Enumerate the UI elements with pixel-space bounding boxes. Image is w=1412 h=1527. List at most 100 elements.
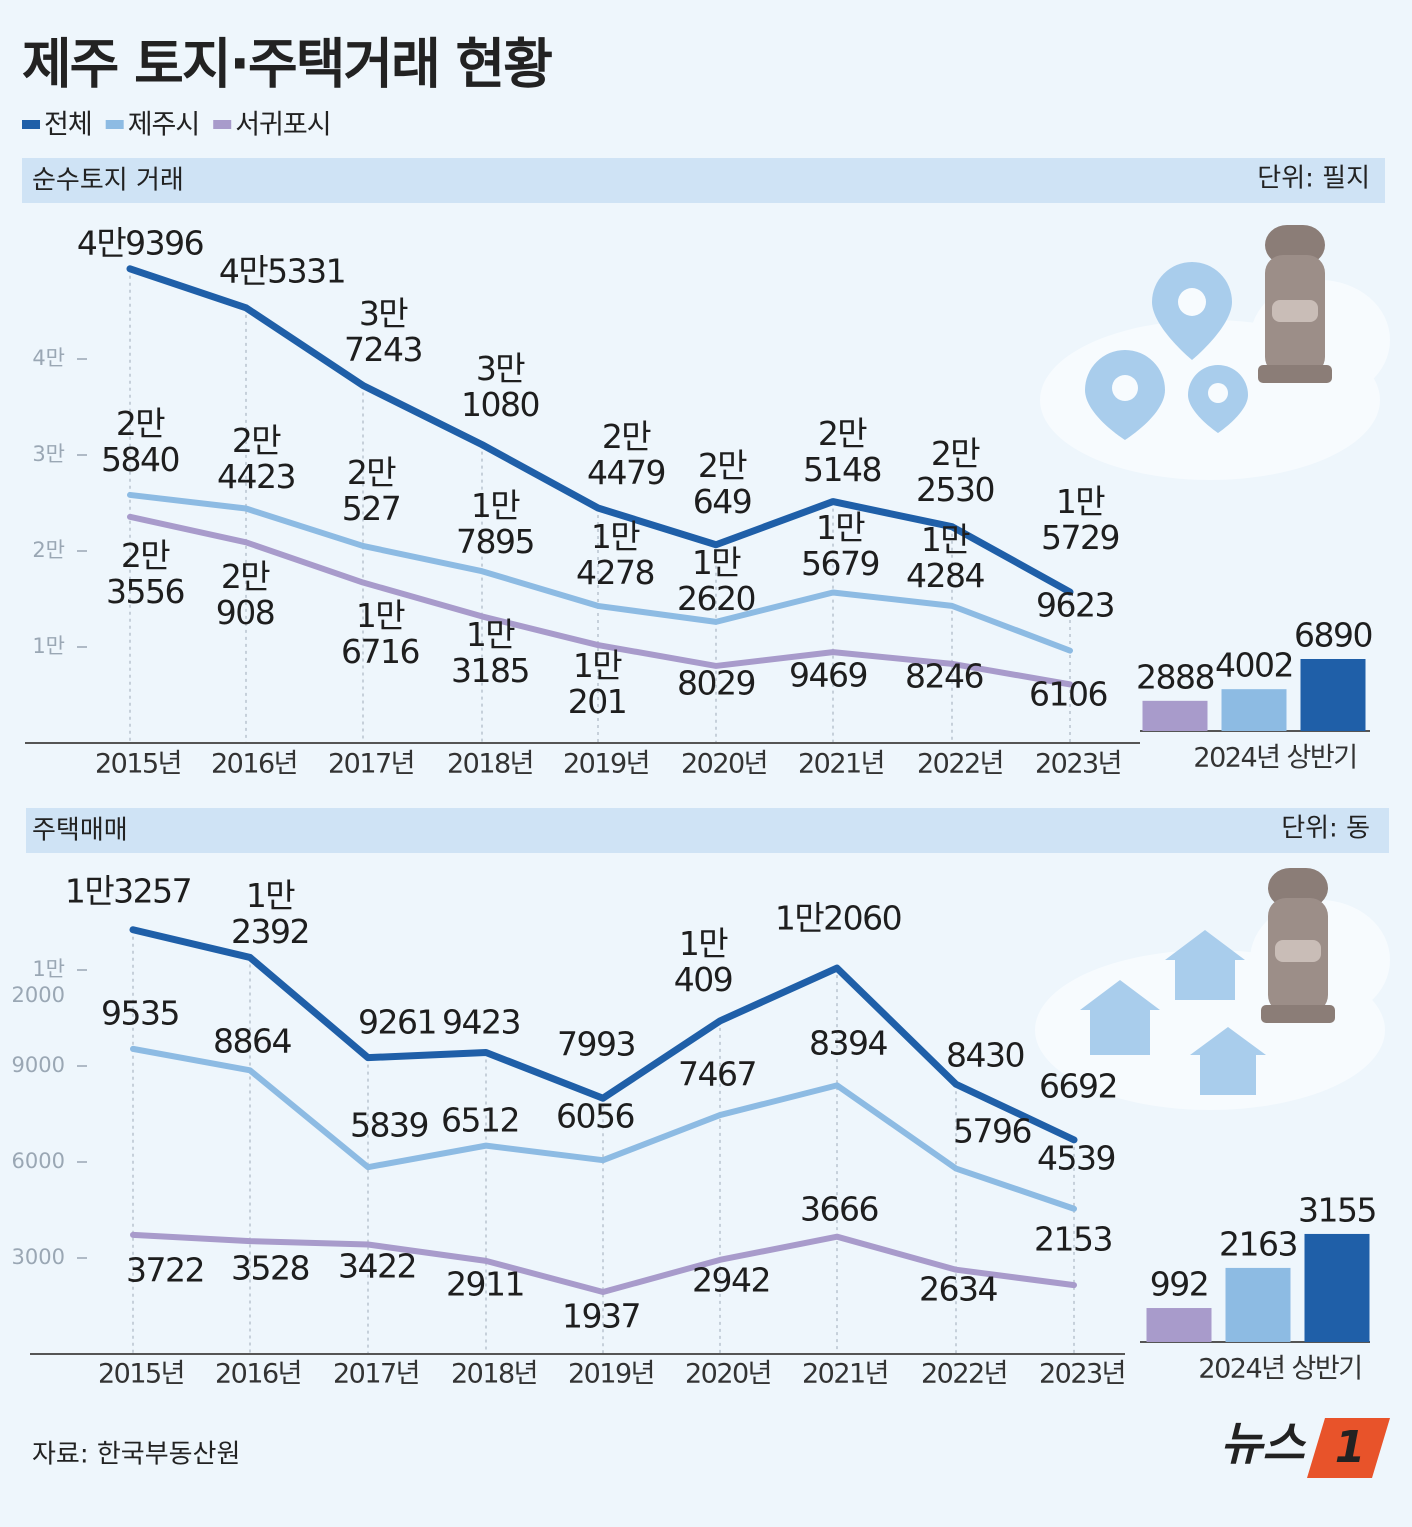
- value-label: 1만 5729: [1041, 482, 1119, 557]
- x-tick-label: 2018년: [447, 749, 533, 780]
- value-label: 7993: [557, 1025, 635, 1064]
- value-label: 2만 527: [342, 453, 401, 528]
- x-tick-label: 2024년 상반기: [1198, 1354, 1361, 1385]
- value-label: 8430: [946, 1036, 1024, 1075]
- value-label: 5839: [350, 1106, 428, 1145]
- value-label: 2만 5840: [101, 404, 179, 479]
- value-label: 1만 4278: [576, 517, 654, 592]
- y-tick-label: 3000: [12, 1245, 65, 1269]
- value-label: 2만 908: [216, 557, 275, 632]
- section-title: 주택매매: [32, 816, 128, 846]
- value-label: 8864: [213, 1022, 291, 1061]
- value-label: 1937: [562, 1297, 640, 1336]
- value-label: 2153: [1034, 1220, 1112, 1259]
- unit-label: 단위: 필지: [1257, 164, 1370, 194]
- value-label: 2만 4423: [217, 421, 295, 496]
- value-label: 3만 7243: [344, 294, 422, 369]
- value-label: 2만 3556: [106, 536, 184, 611]
- value-label: 4만5331: [219, 252, 345, 291]
- value-label: 6056: [556, 1097, 634, 1136]
- x-tick-label: 2016년: [215, 1359, 301, 1390]
- value-label: 1만 2620: [677, 543, 755, 618]
- value-label: 9535: [101, 994, 179, 1033]
- bar-value-label: 3155: [1298, 1190, 1376, 1229]
- legend-swatch: [213, 120, 232, 129]
- y-tick-label: 1만 2000: [12, 957, 65, 1007]
- value-label: 9423: [442, 1003, 520, 1042]
- bar-value-label: 6890: [1294, 615, 1372, 654]
- unit-label: 단위: 동: [1281, 814, 1370, 844]
- value-label: 5796: [953, 1112, 1031, 1151]
- value-label: 2만 649: [693, 446, 752, 521]
- value-label: 2942: [692, 1261, 770, 1300]
- value-label: 3666: [800, 1190, 878, 1229]
- bar-value-label: 992: [1150, 1265, 1209, 1304]
- x-tick-label: 2015년: [98, 1359, 184, 1390]
- value-label: 9469: [789, 656, 867, 695]
- y-tick-label: 3만: [32, 442, 65, 466]
- legend-label: 제주시: [128, 110, 200, 141]
- bar-value-label: 2163: [1219, 1224, 1297, 1263]
- x-tick-label: 2016년: [211, 749, 297, 780]
- y-tick-label: 6000: [12, 1149, 65, 1173]
- value-label: 1만 7895: [456, 486, 534, 561]
- x-tick-label: 2023년: [1035, 749, 1121, 780]
- value-label: 6692: [1039, 1067, 1117, 1106]
- section-band: [22, 158, 1385, 203]
- line-series: [130, 1045, 1077, 1212]
- value-label: 4만9396: [77, 224, 203, 263]
- value-label: 6106: [1029, 675, 1107, 714]
- x-tick-label: 2022년: [917, 749, 1003, 780]
- x-tick-label: 2019년: [568, 1359, 654, 1390]
- value-label: 2634: [919, 1270, 997, 1309]
- value-label: 3만 1080: [461, 349, 539, 424]
- y-tick-label: 1만: [32, 634, 65, 658]
- title: 제주 토지·주택거래 현황: [22, 33, 552, 96]
- value-label: 8029: [677, 664, 755, 703]
- x-tick-label: 2018년: [451, 1359, 537, 1390]
- line-series: [127, 513, 1073, 688]
- line-series: [127, 491, 1073, 654]
- line-series: [129, 926, 1078, 1144]
- value-label: 4539: [1037, 1139, 1115, 1178]
- legend-label: 서귀포시: [235, 110, 330, 141]
- value-label: 1만3257: [65, 872, 191, 911]
- logo-mark: 1: [1335, 1422, 1366, 1473]
- bar: [1225, 1267, 1291, 1342]
- value-label: 1만 5679: [801, 508, 879, 583]
- value-label: 2만 2530: [916, 434, 994, 509]
- value-label: 1만 201: [568, 646, 627, 721]
- x-tick-label: 2024년 상반기: [1193, 743, 1356, 774]
- value-label: 6512: [441, 1101, 519, 1140]
- value-label: 9623: [1036, 586, 1114, 625]
- x-tick-label: 2019년: [563, 749, 649, 780]
- logo-text: 뉴스: [1220, 1417, 1306, 1471]
- legend: 전체 제주시 서귀포시: [22, 110, 332, 141]
- value-label: 2만 5148: [803, 414, 881, 489]
- value-label: 3422: [338, 1247, 416, 1286]
- value-label: 1만 4284: [906, 520, 984, 595]
- bar: [1146, 1308, 1212, 1342]
- bar: [1221, 689, 1287, 731]
- y-tick-label: 2만: [32, 538, 65, 562]
- x-tick-label: 2020년: [685, 1359, 771, 1390]
- section-title: 순수토지 거래: [32, 166, 184, 196]
- decoration: [1035, 868, 1390, 1110]
- value-label: 7467: [678, 1055, 756, 1094]
- value-label: 1만 3185: [451, 615, 529, 690]
- line-series: [126, 265, 1074, 596]
- value-label: 1만 2392: [231, 876, 309, 951]
- legend-label: 전체: [44, 110, 92, 141]
- value-label: 1만 409: [674, 924, 733, 999]
- decoration: [1040, 225, 1390, 480]
- y-tick-label: 9000: [12, 1053, 65, 1077]
- value-label: 3722: [126, 1251, 204, 1290]
- x-tick-label: 2020년: [681, 749, 767, 780]
- section-band: [26, 808, 1389, 853]
- line-series: [130, 1231, 1077, 1296]
- plots: 순수토지 거래 단위: 필지 1만 2만 3만 4만 2015년 2016년 2017년 2018…: [12, 164, 1378, 1390]
- x-tick-label: 2021년: [802, 1359, 888, 1390]
- x-tick-label: 2022년: [921, 1359, 1007, 1390]
- x-tick-label: 2017년: [328, 749, 414, 780]
